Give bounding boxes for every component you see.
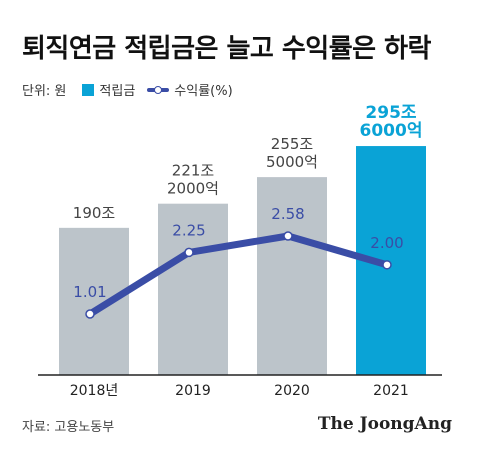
legend-item-bar: 적립금 xyxy=(82,80,135,99)
line-point-3 xyxy=(382,260,392,270)
source-note: 자료: 고용노동부 xyxy=(22,420,115,435)
legend-swatch-line xyxy=(147,84,170,96)
x-tick-label-1: 2019 xyxy=(175,383,211,399)
legend-item-line: 수익률(%) xyxy=(147,80,233,99)
bar-0 xyxy=(59,227,129,375)
line-series-return xyxy=(86,232,391,318)
line-label-3: 2.00 xyxy=(370,234,403,252)
bar-1 xyxy=(158,203,228,375)
legend-label-line: 수익률(%) xyxy=(174,84,233,99)
x-tick-label-2: 2020 xyxy=(274,383,310,399)
bar-label-1-1: 2000억 xyxy=(167,180,219,198)
bar-label-3-0: 295조 xyxy=(365,103,416,123)
legend-label-bar: 적립금 xyxy=(99,84,136,99)
bar-label-0-0: 190조 xyxy=(73,204,116,222)
legend: 단위: 원 적립금 수익률(%) xyxy=(22,80,245,99)
line-point-2 xyxy=(283,231,293,241)
bar-2 xyxy=(257,177,327,375)
line-point-1 xyxy=(184,247,194,258)
bar-label-2-0: 255조 xyxy=(271,135,314,153)
bar-label-1-0: 221조 xyxy=(172,162,215,180)
line-label-1: 2.25 xyxy=(172,221,205,239)
bar-label-3-1: 6000억 xyxy=(360,121,423,141)
line-point-0 xyxy=(85,309,95,319)
line-label-0: 1.01 xyxy=(73,283,106,301)
chart-title: 퇴직연금 적립금은 늘고 수익률은 하락 xyxy=(22,34,431,64)
unit-label: 단위: 원 xyxy=(22,84,67,99)
bar-label-2-1: 5000억 xyxy=(266,153,318,171)
brand-logo: The JoongAng xyxy=(317,414,452,434)
x-tick-label-0: 2018년 xyxy=(70,383,119,399)
legend-swatch-bar xyxy=(82,83,95,96)
x-tick-label-3: 2021 xyxy=(373,383,409,399)
line-label-2: 2.58 xyxy=(271,205,304,223)
